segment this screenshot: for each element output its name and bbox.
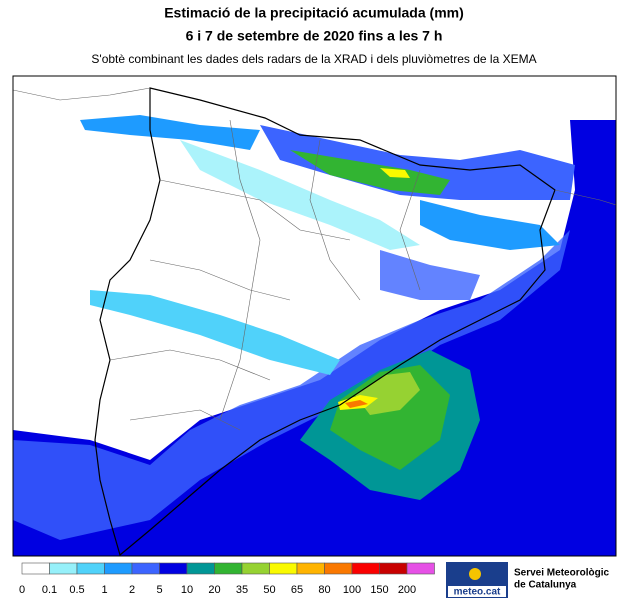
legend-swatch: [131, 562, 160, 575]
legend-label: 20: [208, 584, 220, 596]
agency-line1: Servei Meteorològic: [514, 568, 609, 579]
legend-label: 50: [263, 584, 275, 596]
logo-brand: meteo.cat: [454, 587, 501, 598]
period: 6 i 7 de setembre de 2020 fins a les 7 h: [186, 28, 443, 44]
legend-label: 100: [343, 584, 361, 596]
legend-label: 80: [318, 584, 330, 596]
legend-swatch: [296, 562, 325, 575]
legend-swatch: [269, 562, 298, 575]
legend-label: 2: [129, 584, 135, 596]
legend-label: 150: [370, 584, 388, 596]
legend-swatch: [21, 562, 50, 575]
legend-swatch: [241, 562, 270, 575]
legend-swatch: [406, 562, 435, 575]
legend-swatch: [186, 562, 215, 575]
legend-label: 65: [291, 584, 303, 596]
title: Estimació de la precipitació acumulada (…: [164, 5, 464, 21]
description: S'obtè combinant les dades dels radars d…: [91, 52, 536, 66]
legend-label: 0.1: [42, 584, 57, 596]
legend-swatch: [324, 562, 353, 575]
border: [94, 87, 556, 556]
legend-swatch: [76, 562, 105, 575]
agency-line2: de Catalunya: [514, 580, 577, 591]
legend-label: 1: [101, 584, 107, 596]
legend-swatch: [104, 562, 133, 575]
legend-label: 0: [19, 584, 25, 596]
legend-swatch: [214, 562, 243, 575]
legend-swatch: [49, 562, 78, 575]
legend-label: 35: [236, 584, 248, 596]
map: [12, 75, 617, 557]
legend-label: 0.5: [69, 584, 84, 596]
logo: meteo.cat Servei Meteorològic de Catalun…: [446, 562, 609, 598]
legend-label: 10: [181, 584, 193, 596]
legend-swatch: [379, 562, 408, 575]
legend: 0 0.1 0.5 1 2 5 10 20 35 50 65 80 100 150 200: [19, 562, 435, 596]
legend-swatch: [159, 562, 188, 575]
legend-label: 5: [156, 584, 162, 596]
legend-label: 200: [398, 584, 416, 596]
legend-swatch: [351, 562, 380, 575]
